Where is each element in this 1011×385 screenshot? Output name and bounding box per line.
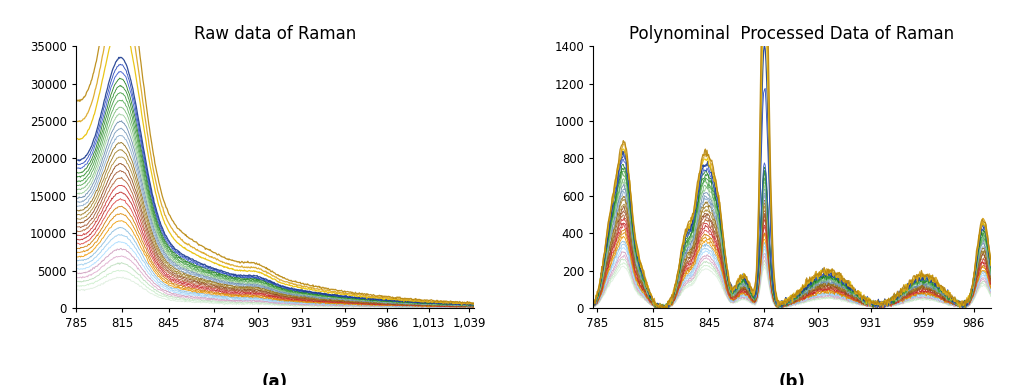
- Title: Raw data of Raman: Raw data of Raman: [193, 25, 356, 43]
- Text: (a): (a): [262, 373, 288, 385]
- Title: Polynominal  Processed Data of Raman: Polynominal Processed Data of Raman: [629, 25, 954, 43]
- Text: (b): (b): [778, 373, 806, 385]
